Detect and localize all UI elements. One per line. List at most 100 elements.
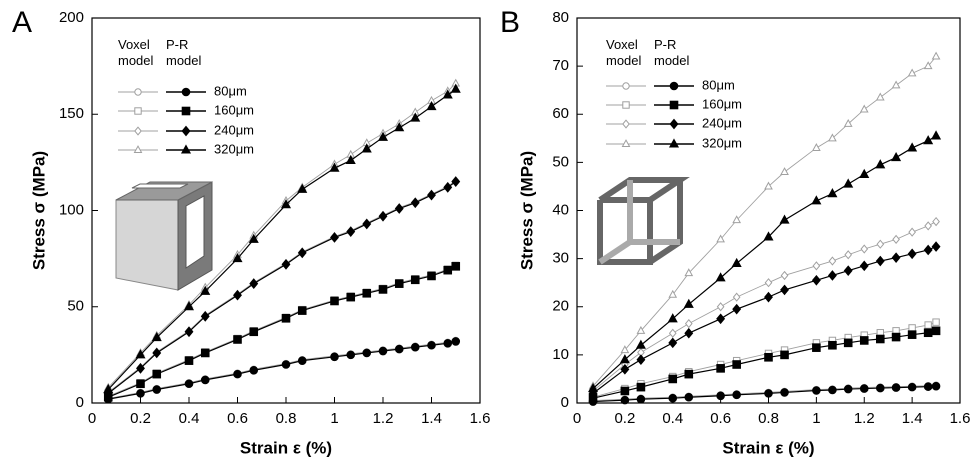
marker [685, 393, 693, 401]
marker [860, 170, 868, 178]
x-tick-label: 1.2 [373, 410, 394, 427]
marker [428, 341, 436, 349]
marker [298, 357, 306, 365]
y-tick-label: 200 [59, 9, 84, 26]
marker [298, 307, 306, 315]
marker [892, 333, 900, 341]
marker [428, 191, 436, 200]
marker [298, 248, 306, 257]
x-tick-label: 0.8 [758, 410, 779, 427]
marker [924, 383, 932, 391]
marker [137, 390, 145, 398]
marker [765, 279, 771, 287]
x-tick-label: 0.4 [662, 410, 683, 427]
marker [717, 303, 723, 311]
marker [282, 361, 290, 369]
y-tick-label: 50 [67, 298, 84, 315]
marker [135, 89, 141, 95]
marker [733, 293, 739, 301]
marker [185, 380, 193, 388]
marker [933, 53, 940, 59]
legend-label: 240μm [214, 122, 254, 137]
marker [637, 395, 645, 403]
marker [411, 276, 419, 284]
y-tick-label: 40 [552, 201, 569, 218]
marker [932, 131, 940, 139]
x-tick-label: 0.4 [179, 410, 200, 427]
marker [908, 331, 916, 339]
marker [717, 314, 725, 323]
x-tick-label: 0.6 [227, 410, 248, 427]
x-axis-label: Strain ε (%) [240, 438, 332, 457]
marker [813, 276, 821, 285]
marker [395, 345, 403, 353]
marker [621, 365, 629, 374]
marker [250, 328, 258, 336]
marker [717, 365, 725, 373]
marker [395, 280, 403, 288]
chart: 00.20.40.60.811.21.41.6050100150200Strai… [0, 0, 976, 470]
marker [845, 120, 852, 126]
marker [411, 198, 419, 207]
marker [234, 336, 242, 344]
marker [861, 245, 867, 253]
marker [201, 349, 209, 357]
series-line [593, 222, 936, 391]
marker [909, 325, 915, 331]
marker [182, 107, 190, 115]
marker [621, 396, 629, 404]
marker [623, 83, 629, 89]
y-tick-label: 70 [552, 57, 569, 74]
marker [363, 349, 371, 357]
marker [347, 351, 355, 359]
marker [908, 249, 916, 258]
marker [153, 386, 161, 394]
x-tick-label: 1.4 [421, 410, 442, 427]
x-tick-label: 1.2 [854, 410, 875, 427]
marker [685, 370, 693, 378]
x-tick-label: 0.8 [276, 410, 297, 427]
legend-label: 80μm [702, 77, 735, 92]
legend-header: P-R model [166, 37, 210, 69]
marker [685, 300, 693, 308]
x-tick-label: 0 [573, 410, 581, 427]
marker [829, 271, 837, 280]
x-tick-label: 1.4 [902, 410, 923, 427]
marker [828, 189, 836, 197]
marker [670, 101, 678, 109]
marker [892, 253, 900, 262]
marker [925, 322, 931, 328]
marker [347, 227, 355, 236]
marker [331, 353, 339, 361]
marker [686, 320, 692, 328]
marker [182, 88, 190, 96]
marker [860, 337, 868, 345]
marker [844, 266, 852, 275]
marker [892, 384, 900, 392]
marker [379, 212, 387, 221]
marker [669, 375, 677, 383]
cube-illustration [116, 182, 212, 290]
y-axis-label: Stress σ (MPa) [517, 151, 536, 270]
marker [452, 263, 460, 271]
marker [733, 305, 741, 314]
marker [925, 222, 931, 230]
legend-label: 320μm [214, 141, 254, 156]
marker [637, 341, 645, 349]
marker [876, 384, 884, 392]
marker [153, 370, 161, 378]
marker [813, 387, 821, 395]
marker [395, 204, 403, 213]
marker [876, 335, 884, 343]
marker [201, 376, 209, 384]
marker [781, 272, 787, 280]
marker [331, 233, 339, 242]
y-tick-label: 0 [76, 394, 84, 411]
legend-label: 320μm [702, 135, 742, 150]
marker [733, 391, 741, 399]
marker [670, 329, 676, 337]
y-tick-label: 10 [552, 346, 569, 363]
marker [637, 383, 645, 391]
marker [717, 392, 725, 400]
marker [347, 293, 355, 301]
